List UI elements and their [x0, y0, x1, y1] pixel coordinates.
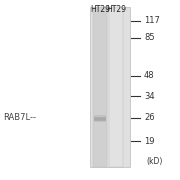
Bar [94, 115, 106, 120]
Text: 117: 117 [144, 16, 160, 25]
Text: 26: 26 [144, 113, 155, 122]
Text: RAB7L--: RAB7L-- [4, 113, 37, 122]
Bar [94, 117, 106, 121]
Text: 34: 34 [144, 92, 155, 101]
Text: (kD): (kD) [147, 157, 163, 166]
Text: 48: 48 [144, 71, 155, 80]
Text: HT29: HT29 [106, 5, 126, 14]
Bar [93, 7, 107, 167]
Bar [90, 7, 130, 167]
Text: HT29: HT29 [90, 5, 110, 14]
Bar [94, 118, 106, 122]
Bar [109, 7, 123, 167]
Text: 85: 85 [144, 33, 155, 42]
Text: 19: 19 [144, 137, 154, 146]
